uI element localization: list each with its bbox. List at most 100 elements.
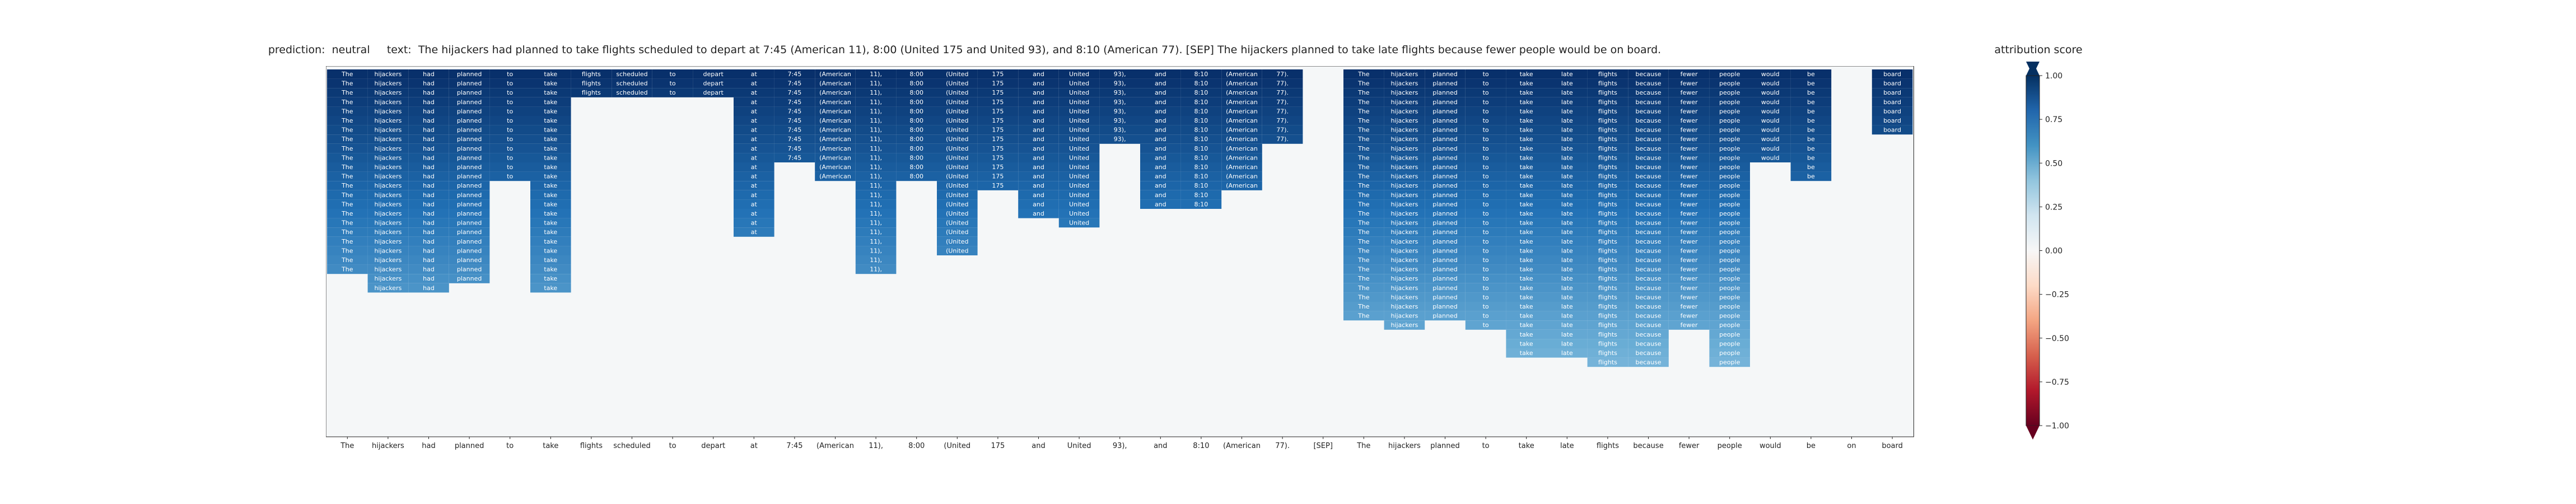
cell-token-label: The bbox=[1357, 266, 1370, 273]
heatmap-cell bbox=[530, 116, 571, 125]
heatmap-cell bbox=[977, 181, 1019, 190]
heatmap-cell bbox=[1587, 143, 1628, 153]
heatmap-cell bbox=[1506, 218, 1547, 228]
heatmap-cell bbox=[449, 246, 490, 255]
cell-token-label: fewer bbox=[1681, 89, 1698, 96]
cell-token-label: 7:45 bbox=[788, 136, 802, 143]
cell-token-label: The bbox=[341, 71, 353, 78]
heatmap-cell bbox=[1465, 116, 1506, 125]
heatmap-cell bbox=[1628, 274, 1669, 283]
cell-token-label: 11), bbox=[870, 164, 882, 171]
heatmap-cell bbox=[1140, 88, 1181, 97]
heatmap-cell bbox=[367, 199, 409, 209]
cell-token-label: because bbox=[1635, 164, 1661, 171]
heatmap-cell bbox=[1709, 153, 1750, 162]
heatmap-cell bbox=[855, 209, 897, 218]
heatmap-cell bbox=[1343, 236, 1384, 246]
heatmap-cell bbox=[1343, 116, 1384, 125]
heatmap-cell bbox=[1547, 97, 1588, 107]
heatmap-cell bbox=[408, 88, 449, 97]
cell-token-label: The bbox=[341, 164, 353, 171]
cell-token-label: take bbox=[544, 266, 557, 273]
heatmap-cell bbox=[774, 106, 815, 116]
heatmap-cell bbox=[774, 134, 815, 144]
heatmap-cell bbox=[977, 153, 1019, 162]
x-tick-label: flights bbox=[1597, 442, 1619, 450]
cell-token-label: late bbox=[1561, 220, 1573, 227]
cell-token-label: 77). bbox=[1276, 117, 1289, 124]
cell-token-label: 8:10 bbox=[1194, 182, 1208, 189]
heatmap-cell bbox=[855, 255, 897, 265]
heatmap-cell bbox=[896, 116, 937, 125]
heatmap-cell bbox=[815, 116, 856, 125]
heatmap-cell bbox=[1384, 292, 1425, 302]
heatmap-cell bbox=[367, 134, 409, 144]
cell-token-label: because bbox=[1635, 312, 1661, 320]
heatmap-cell bbox=[652, 88, 693, 97]
cell-token-label: hijackers bbox=[374, 247, 402, 254]
cell-token-label: flights bbox=[1598, 321, 1617, 329]
cell-token-label: hijackers bbox=[1390, 117, 1418, 124]
cell-token-label: The bbox=[1357, 127, 1370, 134]
heatmap-cell bbox=[1221, 69, 1262, 79]
heatmap-cell bbox=[1058, 171, 1100, 181]
cell-token-label: board bbox=[1883, 71, 1901, 78]
cell-token-label: 175 bbox=[992, 117, 1004, 124]
heatmap-cell bbox=[1628, 264, 1669, 274]
heatmap-cell bbox=[1750, 116, 1791, 125]
cell-token-label: people bbox=[1719, 173, 1740, 180]
heatmap-cell bbox=[1506, 209, 1547, 218]
cell-token-label: planned bbox=[1432, 71, 1457, 78]
cell-token-label: late bbox=[1561, 303, 1573, 310]
heatmap-cell bbox=[937, 236, 978, 246]
cell-token-label: flights bbox=[1598, 284, 1617, 292]
heatmap-cell bbox=[1262, 134, 1303, 144]
cell-token-label: 11), bbox=[870, 89, 882, 96]
heatmap-cell bbox=[1425, 236, 1466, 246]
heatmap-cell bbox=[1506, 106, 1547, 116]
heatmap-cell bbox=[1384, 116, 1425, 125]
heatmap-cell bbox=[1465, 302, 1506, 311]
heatmap-cell bbox=[408, 116, 449, 125]
cell-token-label: hijackers bbox=[374, 145, 402, 152]
heatmap-cell bbox=[1465, 106, 1506, 116]
cell-token-label: (American bbox=[819, 117, 851, 124]
cell-token-label: people bbox=[1719, 192, 1740, 199]
x-tick-label: 77). bbox=[1275, 442, 1290, 450]
heatmap-cell bbox=[896, 69, 937, 79]
heatmap-cell bbox=[1018, 143, 1059, 153]
cell-token-label: fewer bbox=[1681, 210, 1698, 217]
cell-token-label: and bbox=[1155, 136, 1166, 143]
cell-token-label: take bbox=[544, 192, 557, 199]
cell-token-label: would bbox=[1761, 117, 1780, 124]
cell-token-label: at bbox=[751, 154, 758, 161]
heatmap-cell bbox=[1343, 227, 1384, 237]
cell-token-label: flights bbox=[1598, 340, 1617, 347]
heatmap-cell bbox=[1425, 88, 1466, 97]
heatmap-cell bbox=[1628, 218, 1669, 228]
cell-token-label: at bbox=[751, 145, 758, 152]
heatmap-cell bbox=[1587, 357, 1628, 367]
heatmap-cell bbox=[1465, 218, 1506, 228]
heatmap-cell bbox=[408, 236, 449, 246]
heatmap-cell bbox=[1709, 246, 1750, 255]
cell-token-label: The bbox=[341, 192, 353, 199]
heatmap-cell bbox=[1506, 302, 1547, 311]
heatmap-cell bbox=[1425, 162, 1466, 172]
heatmap-cell bbox=[1343, 209, 1384, 218]
cell-token-label: The bbox=[1357, 182, 1370, 189]
cell-token-label: hijackers bbox=[1390, 89, 1418, 96]
heatmap-cell bbox=[1668, 199, 1710, 209]
heatmap-cell bbox=[1709, 236, 1750, 246]
heatmap-cell bbox=[367, 97, 409, 107]
heatmap-cell bbox=[1384, 153, 1425, 162]
cell-token-label: to bbox=[1483, 108, 1489, 115]
cell-token-label: United bbox=[1069, 71, 1089, 78]
heatmap-cell bbox=[1180, 162, 1222, 172]
cell-token-label: hijackers bbox=[374, 173, 402, 180]
cell-token-label: late bbox=[1561, 89, 1573, 96]
heatmap-cell bbox=[1750, 97, 1791, 107]
heatmap-cell bbox=[1018, 88, 1059, 97]
cell-token-label: 175 bbox=[992, 127, 1004, 134]
cell-token-label: 175 bbox=[992, 182, 1004, 189]
